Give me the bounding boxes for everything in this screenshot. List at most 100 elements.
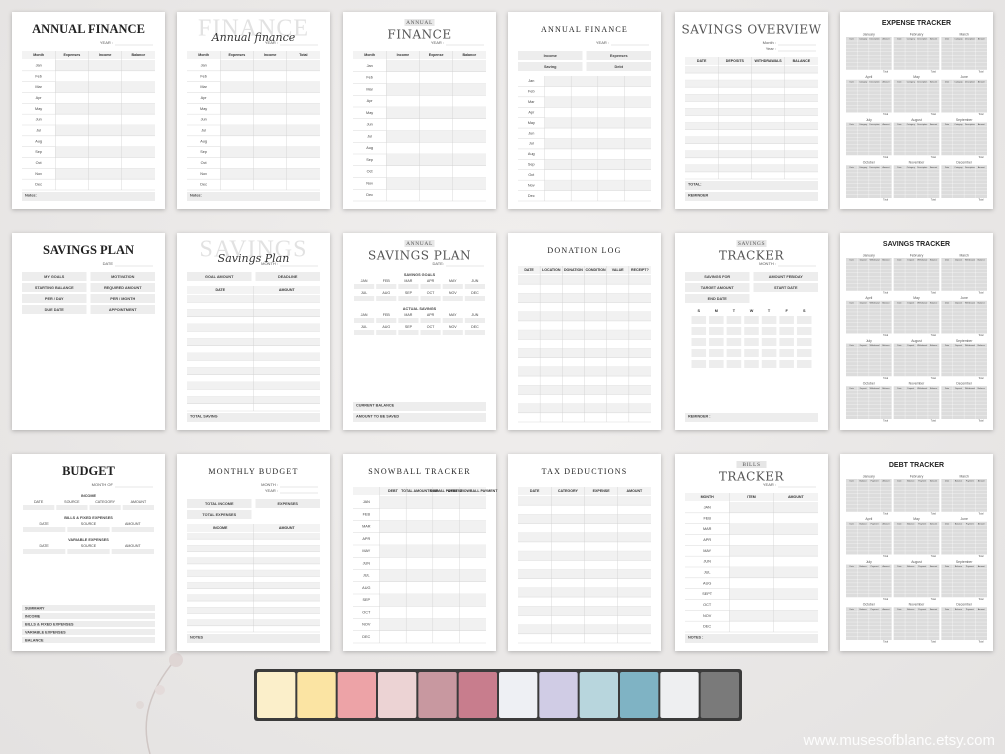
summary-label: REQUIRED AMOUNT: [104, 286, 142, 290]
mini-column-label: Date: [897, 387, 902, 390]
mini-column-label: Balance: [930, 345, 938, 347]
mini-column-label: Balance: [978, 302, 986, 304]
notes-box: [22, 192, 155, 201]
field-label: MONTH :: [261, 261, 278, 266]
mini-column-label: Payment: [871, 522, 879, 525]
notes-label: BALANCE: [25, 639, 44, 643]
row-label: Jun: [367, 123, 373, 127]
summary-box: [255, 499, 320, 508]
total-label: Total: [883, 641, 889, 644]
month-label: September: [956, 118, 973, 122]
mini-column-label: Date: [945, 565, 950, 568]
planner-page: TAX DEDUCTIONS DATE CATEGORY EXPENSE AMOUNT: [508, 454, 661, 651]
total-label: Total: [931, 598, 937, 601]
day-cell: [761, 360, 777, 368]
mini-column-label: Date: [945, 344, 950, 347]
mini-column-label: Withdrawal: [965, 301, 975, 304]
mini-column-label: Date: [945, 166, 950, 169]
planner-page: ANNUAL FINANCE YEAR : Month Expenses Income B…: [12, 12, 165, 209]
column-header: DATE: [215, 288, 225, 292]
summary-box: [90, 283, 155, 292]
section-item: MAY: [449, 313, 457, 317]
mini-column-label: Amount: [930, 522, 937, 525]
section-item: DATE: [40, 544, 50, 548]
column-header: Month: [33, 53, 44, 57]
month-label: August: [911, 339, 922, 343]
section-cell: [354, 296, 375, 301]
page-title: SNOWBALL TRACKER: [368, 467, 471, 476]
column-header: DONATION: [564, 268, 583, 272]
total-label: Total: [883, 555, 889, 558]
notes-box: [353, 413, 486, 422]
mini-column-label: Description: [965, 123, 975, 126]
section-cell: [398, 284, 419, 289]
day-cell: [796, 316, 812, 324]
notes-label: CURRENT BALANCE: [356, 404, 395, 408]
page-title: DEBT TRACKER: [889, 462, 944, 469]
row-label: FEB: [363, 512, 371, 516]
month-label: May: [913, 517, 920, 521]
month-label: April: [865, 517, 872, 521]
row-label: Jul: [36, 128, 41, 132]
day-cell: [796, 349, 812, 357]
summary-label: TOTAL INCOME: [205, 502, 234, 506]
total-label: Total: [978, 512, 984, 515]
field-label: Month :: [763, 40, 776, 45]
row-label: Nov: [366, 181, 373, 185]
section-item: NOV: [449, 325, 457, 329]
row-label: Aug: [366, 146, 373, 150]
day-cell: [796, 327, 812, 335]
summary-label: END DATE: [708, 297, 728, 301]
mini-column-label: Deposit: [907, 259, 914, 262]
section-item: MAR: [404, 313, 412, 317]
month-label: March: [959, 32, 969, 36]
section-label: ACTUAL SAVINGS: [403, 307, 437, 311]
section-label: VARIABLE EXPENSES: [68, 538, 109, 542]
day-cell: [779, 327, 794, 335]
row-label: SEPT: [702, 592, 713, 596]
mini-column-label: Date: [850, 565, 855, 568]
month-label: April: [865, 75, 872, 79]
section-cell: [23, 549, 66, 554]
mini-column-label: Payment: [918, 522, 926, 525]
month-label: February: [910, 474, 924, 478]
column-header: LOCATION: [542, 268, 561, 272]
mini-column-label: Category: [907, 80, 915, 83]
mini-column-label: Withdrawal: [917, 301, 927, 304]
field-label: YEAR :: [265, 488, 278, 493]
row-label: APR: [703, 538, 711, 542]
mini-column-label: Description: [965, 80, 975, 83]
row-label: Jul: [367, 134, 372, 138]
summary-label: MOTIVATION: [111, 275, 135, 279]
color-swatch: [620, 672, 659, 718]
total-label: Total: [978, 199, 984, 202]
row-label: Jul: [529, 142, 534, 146]
mini-column-label: Date: [897, 166, 902, 169]
section-cell: [122, 505, 154, 510]
mini-column-label: Date: [850, 80, 855, 83]
row-label: OCT: [362, 610, 371, 614]
mini-column-label: Date: [897, 123, 902, 126]
total-label: Total: [883, 420, 889, 423]
mini-column-label: Category: [907, 123, 915, 126]
field-label: MONTH :: [261, 482, 278, 487]
row-label: MAR: [362, 525, 371, 529]
planner-page: SAVINGS OVERVIEW Month :Year : DATE DEPOSIT…: [675, 12, 828, 209]
field-label: YEAR :: [431, 40, 444, 45]
section-item: CATEGORY: [95, 500, 115, 504]
mini-column-label: Description: [870, 80, 880, 83]
month-label: February: [910, 253, 924, 257]
page-title: TRACKER: [719, 470, 785, 484]
mini-column-label: Description: [917, 123, 927, 126]
month-label: June: [960, 75, 967, 79]
row-label: NOV: [703, 614, 712, 618]
day-cell: [691, 349, 707, 357]
section-cell: [376, 296, 397, 301]
month-label: August: [911, 118, 922, 122]
section-cell: [354, 318, 375, 323]
summary-label: APPOINTMENT: [109, 308, 137, 312]
summary-label: EXPENSES: [278, 502, 299, 506]
column-header: AMOUNT: [788, 495, 805, 499]
